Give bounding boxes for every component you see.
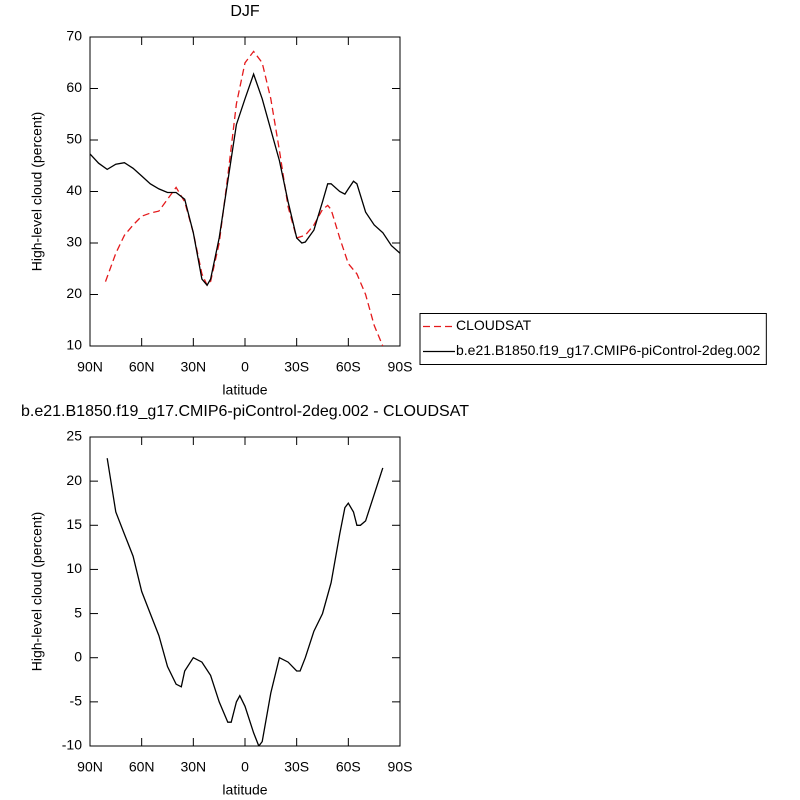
y-tick-label: 10 [66,337,82,353]
x-axis-label: latitude [222,782,267,798]
series-line [106,458,384,746]
x-tick-label: 90S [388,359,413,375]
y-tick-label: 20 [66,472,82,488]
series-line [104,50,384,346]
legend-box [419,313,767,365]
y-tick-label: 30 [66,234,82,250]
x-tick-label: 30N [180,359,206,375]
x-tick-label: 60S [336,359,361,375]
y-tick-label: 50 [66,131,82,147]
y-tick-label: 40 [66,182,82,198]
y-tick-label: 20 [66,285,82,301]
chart-title: b.e21.B1850.f19_g17.CMIP6-piControl-2deg… [21,403,469,420]
y-tick-label: 25 [66,428,82,444]
x-tick-label: 0 [241,759,249,775]
x-tick-label: 30S [284,359,309,375]
plot-frame [89,436,401,747]
y-tick-label: 70 [66,28,82,44]
y-tick-label: 0 [74,648,82,664]
x-tick-label: 90S [388,759,413,775]
x-tick-label: 30S [284,759,309,775]
y-axis-label: High-level cloud (percent) [29,512,45,672]
x-tick-label: 0 [241,359,249,375]
y-tick-label: -10 [62,737,82,753]
x-tick-label: 90N [77,359,103,375]
y-tick-label: 10 [66,560,82,576]
x-tick-label: 90N [77,759,103,775]
x-tick-label: 60N [129,759,155,775]
x-axis-label: latitude [222,382,267,398]
legend: CLOUDSAT b.e21.B1850.f19_g17.CMIP6-piCont… [419,313,767,365]
y-tick-label: 15 [66,516,82,532]
y-tick-label: 60 [66,79,82,95]
series-line [90,72,400,287]
x-tick-label: 60S [336,759,361,775]
legend-label: b.e21.B1850.f19_g17.CMIP6-piControl-2deg… [456,342,761,358]
x-tick-label: 30N [180,759,206,775]
x-tick-label: 60N [129,359,155,375]
y-tick-label: 5 [74,604,82,620]
legend-label: CLOUDSAT [456,317,532,333]
chart-title: DJF [230,3,260,20]
plot-frame [89,36,401,347]
y-axis-label: High-level cloud (percent) [29,112,45,272]
y-tick-label: -5 [70,693,83,709]
